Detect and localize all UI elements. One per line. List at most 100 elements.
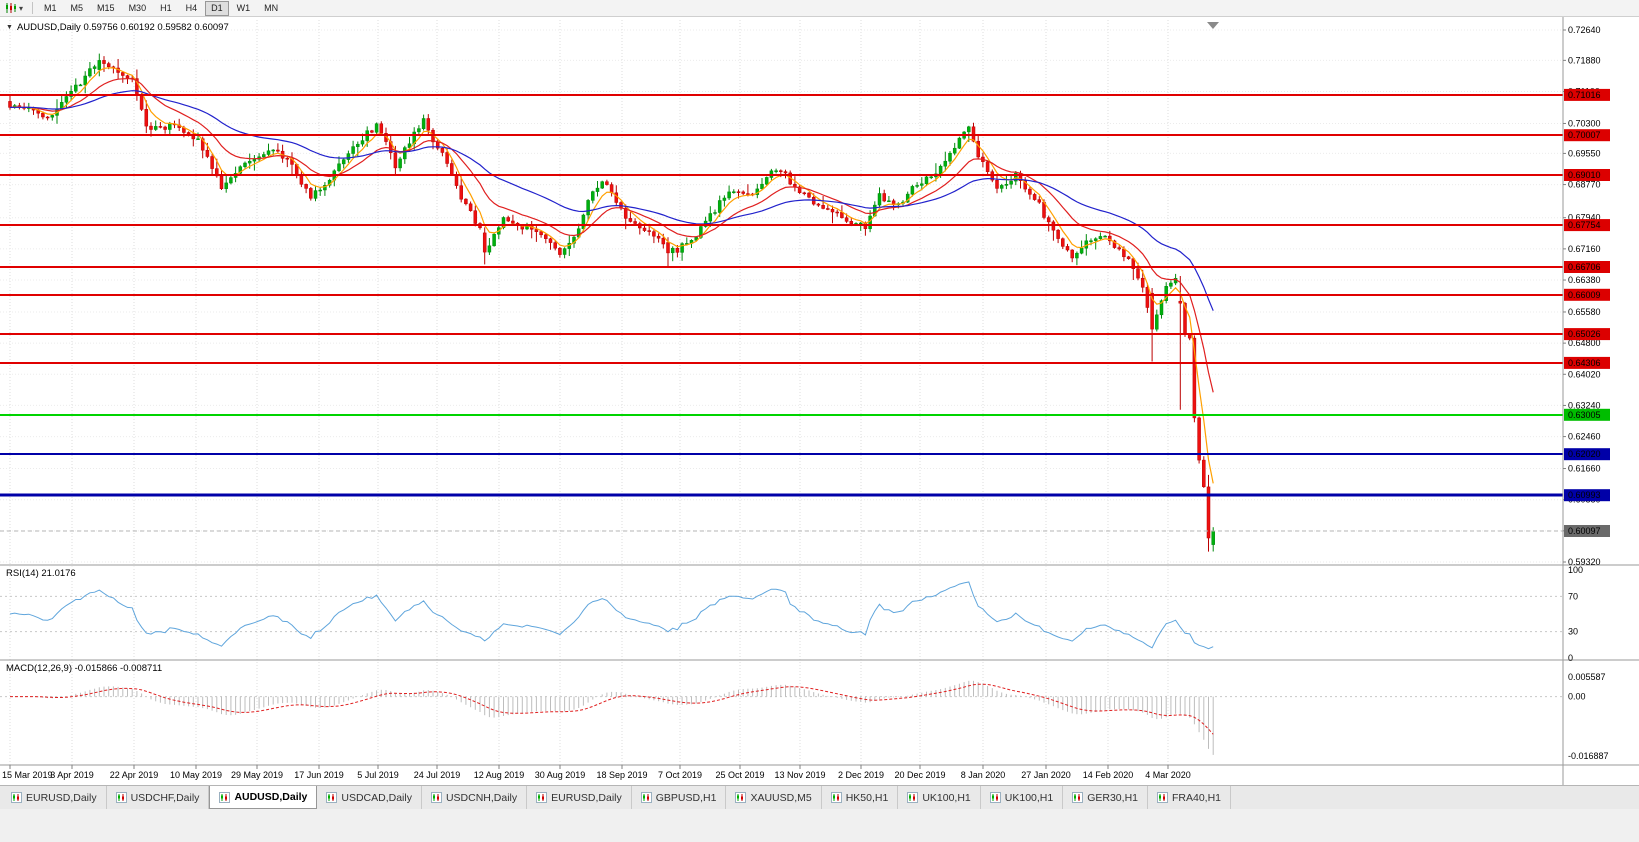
timeframe-button-h1[interactable]: H1 (154, 1, 178, 16)
svg-text:0.63005: 0.63005 (1568, 410, 1601, 420)
svg-text:0.71016: 0.71016 (1568, 90, 1601, 100)
svg-text:24 Jul 2019: 24 Jul 2019 (414, 770, 461, 780)
status-bar (0, 809, 1639, 842)
mini-chart-icon (1072, 792, 1084, 803)
chart-area[interactable]: 0.726400.718800.711000.703000.695500.687… (0, 17, 1639, 785)
chart-icon[interactable] (4, 2, 17, 14)
chart-tab-uk100-h1[interactable]: UK100,H1 (980, 786, 1064, 809)
tab-label: FRA40,H1 (1172, 791, 1222, 804)
timeframe-button-m1[interactable]: M1 (38, 1, 63, 16)
timeframe-button-w1[interactable]: W1 (231, 1, 257, 16)
medium-ma-line (9, 78, 1214, 393)
svg-text:0.65026: 0.65026 (1568, 329, 1601, 339)
toolbar-separator (32, 2, 34, 14)
timeframe-toolbar: ▾ M1 M5 M15 M30 H1 H4 D1 W1 MN (0, 0, 1639, 17)
svg-text:22 Apr 2019: 22 Apr 2019 (110, 770, 159, 780)
mini-chart-icon (115, 792, 127, 803)
tab-label: EURUSD,Daily (26, 791, 97, 804)
svg-text:0.00: 0.00 (1568, 692, 1586, 702)
svg-text:0: 0 (1568, 653, 1573, 663)
tab-label: AUDUSD,Daily (234, 791, 308, 803)
chart-grid (0, 20, 1563, 765)
svg-text:0.64800: 0.64800 (1568, 338, 1601, 348)
timeframe-button-m15[interactable]: M15 (91, 1, 121, 16)
tab-label: GBPUSD,H1 (655, 791, 717, 804)
svg-text:2 Dec 2019: 2 Dec 2019 (838, 770, 884, 780)
level-lines[interactable] (0, 93, 1563, 532)
svg-text:0.65580: 0.65580 (1568, 307, 1601, 317)
chart-tab-uk100-h1[interactable]: UK100,H1 (898, 786, 981, 809)
svg-text:0.60993: 0.60993 (1568, 490, 1601, 500)
chart-tab-hk50-h1[interactable]: HK50,H1 (821, 786, 899, 809)
mini-chart-icon (640, 792, 652, 803)
svg-text:30 Aug 2019: 30 Aug 2019 (535, 770, 586, 780)
chart-tab-xauusd-m5[interactable]: XAUUSD,M5 (726, 786, 822, 809)
svg-text:0.71880: 0.71880 (1568, 55, 1601, 65)
svg-text:25 Oct 2019: 25 Oct 2019 (715, 770, 764, 780)
svg-text:17 Jun 2019: 17 Jun 2019 (294, 770, 344, 780)
svg-text:0.72640: 0.72640 (1568, 25, 1601, 35)
chart-tab-usdcnh-daily[interactable]: USDCNH,Daily (421, 786, 528, 809)
panel-separators[interactable] (0, 17, 1639, 785)
svg-text:8 Jan 2020: 8 Jan 2020 (961, 770, 1006, 780)
svg-text:18 Sep 2019: 18 Sep 2019 (596, 770, 647, 780)
svg-text:0.67160: 0.67160 (1568, 244, 1601, 254)
rsi-panel: 100 70 30 0 (0, 565, 1583, 663)
mini-chart-icon (735, 792, 747, 803)
svg-text:14 Feb 2020: 14 Feb 2020 (1083, 770, 1134, 780)
svg-text:0.69010: 0.69010 (1568, 170, 1601, 180)
tab-label: USDCHF,Daily (130, 791, 200, 804)
chart-tab-fra40-h1[interactable]: FRA40,H1 (1148, 786, 1232, 809)
chart-tab-eurusd-daily[interactable]: EURUSD,Daily (2, 786, 107, 809)
timeframe-button-m5[interactable]: M5 (65, 1, 90, 16)
svg-text:20 Dec 2019: 20 Dec 2019 (894, 770, 945, 780)
tab-label: UK100,H1 (1004, 791, 1054, 804)
timeframe-button-h4[interactable]: H4 (180, 1, 204, 16)
timeframe-button-mn[interactable]: MN (258, 1, 284, 16)
candlestick-chart-icon (6, 3, 16, 13)
mini-chart-icon (326, 792, 338, 803)
chart-tabbar: EURUSD,Daily USDCHF,Daily AUDUSD,Daily USDC… (0, 785, 1639, 809)
dropdown-caret-icon[interactable]: ▾ (19, 3, 24, 13)
chart-tab-audusd-daily[interactable]: AUDUSD,Daily (209, 786, 318, 809)
macd-panel: 0.005587 0.00 -0.016887 (0, 672, 1609, 761)
chart-tab-usdchf-daily[interactable]: USDCHF,Daily (106, 786, 210, 809)
mini-chart-icon (907, 792, 919, 803)
tab-label: GER30,H1 (1087, 791, 1138, 804)
mini-chart-icon (11, 792, 22, 803)
svg-text:10 May 2019: 10 May 2019 (170, 770, 222, 780)
tab-label: USDCNH,Daily (445, 791, 518, 804)
svg-text:0.67940: 0.67940 (1568, 213, 1601, 223)
mini-chart-icon (430, 792, 442, 803)
chart-tab-ger30-h1[interactable]: GER30,H1 (1063, 786, 1148, 809)
chart-canvas[interactable]: 0.726400.718800.711000.703000.695500.687… (0, 17, 1639, 785)
svg-text:0.005587: 0.005587 (1568, 672, 1606, 682)
svg-text:0.64306: 0.64306 (1568, 358, 1601, 368)
timeframe-button-m30[interactable]: M30 (123, 1, 153, 16)
chart-tab-gbpusd-h1[interactable]: GBPUSD,H1 (631, 786, 727, 809)
tab-label: EURUSD,Daily (551, 791, 622, 804)
mini-chart-icon (830, 792, 842, 803)
timeframe-button-d1[interactable]: D1 (205, 0, 229, 16)
svg-text:0.69550: 0.69550 (1568, 148, 1601, 158)
svg-text:0.66706: 0.66706 (1568, 262, 1601, 272)
scroll-marker-icon[interactable] (1207, 22, 1219, 29)
svg-text:12 Aug 2019: 12 Aug 2019 (474, 770, 525, 780)
mini-chart-icon (1157, 792, 1168, 803)
svg-text:0.60097: 0.60097 (1568, 526, 1601, 536)
svg-text:29 May 2019: 29 May 2019 (231, 770, 283, 780)
svg-text:7 Oct 2019: 7 Oct 2019 (658, 770, 702, 780)
svg-text:0.66380: 0.66380 (1568, 275, 1601, 285)
price-badges: 0.71016 0.70007 0.69010 0.67754 0.66706 0.660… (1564, 88, 1610, 537)
rsi-line (9, 581, 1214, 650)
svg-text:0.63240: 0.63240 (1568, 400, 1601, 410)
chart-tab-eurusd-daily[interactable]: EURUSD,Daily (527, 786, 632, 809)
chart-tab-usdcad-daily[interactable]: USDCAD,Daily (317, 786, 422, 809)
tab-label: USDCAD,Daily (341, 791, 412, 804)
svg-text:0.62460: 0.62460 (1568, 432, 1601, 442)
tab-label: HK50,H1 (845, 791, 889, 804)
moving-averages (9, 67, 1214, 484)
slow-ma-line (9, 90, 1214, 311)
